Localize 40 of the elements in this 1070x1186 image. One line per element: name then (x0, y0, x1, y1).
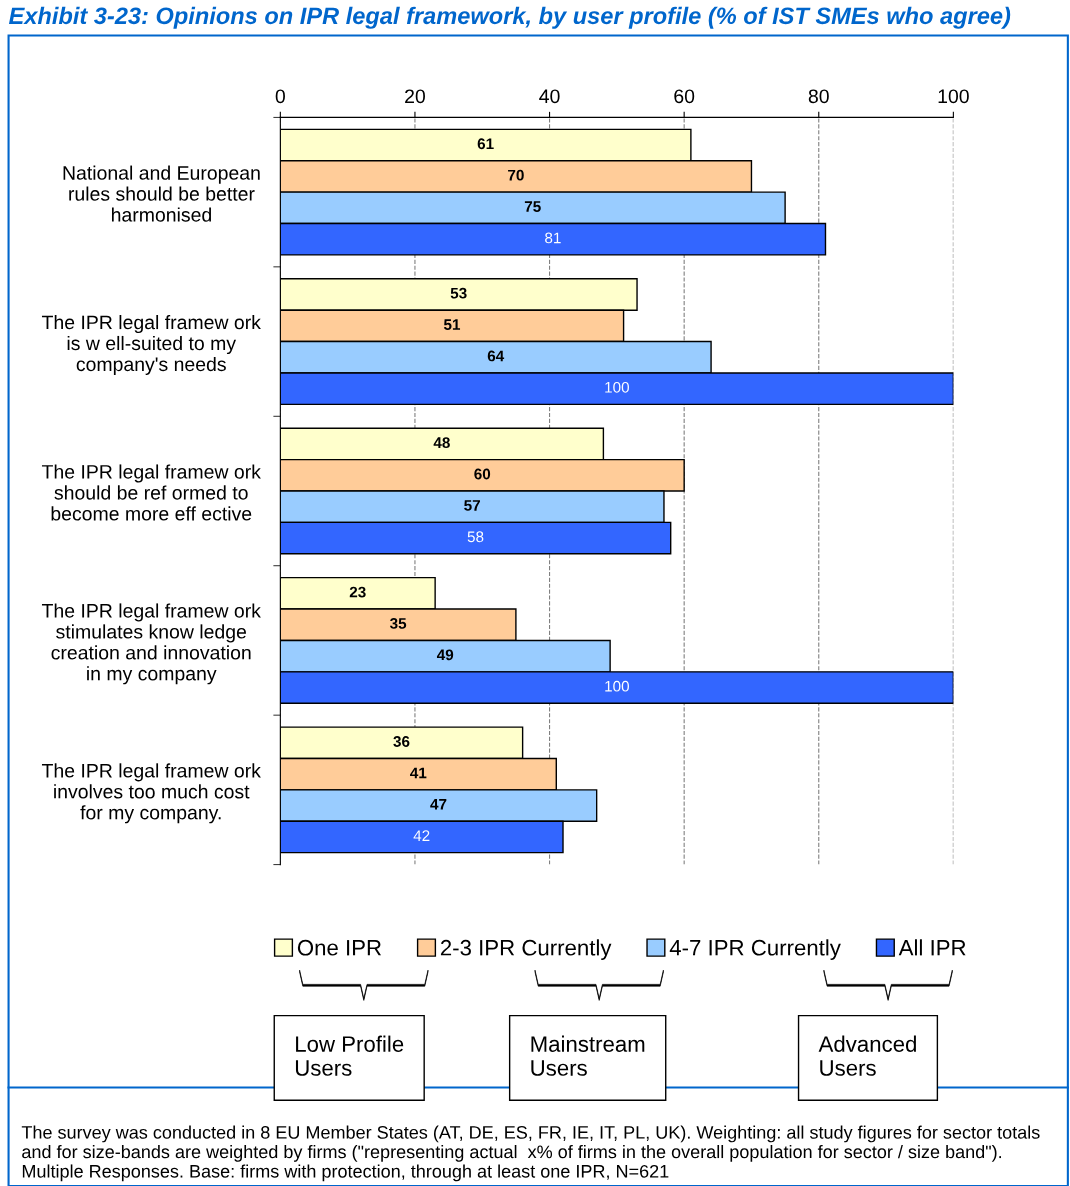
data-label: 51 (443, 319, 461, 330)
text: Low Profile Users (295, 1035, 404, 1076)
x-tick-label: 80 (808, 89, 829, 104)
data-label: 35 (389, 618, 407, 629)
legend-label: One IPR (297, 939, 382, 956)
data-label: 47 (430, 799, 447, 810)
data-label: 49 (436, 649, 454, 661)
data-label: 53 (450, 287, 467, 299)
legend-label: All IPR (898, 939, 966, 956)
text: Mainstream Users (531, 1035, 645, 1076)
text: The survey was conducted in 8 EU Member States (AT, DE, ES, FR, IE, IT, PL, UK). Weighting: all study figures for sector totals and for size-bands are weighted by firms ("representing actual x% of firms in the overall population for sector / size band"). Multiple Responses. Base: firms with protection, through at least one IPR, N=621 (21, 1125, 1040, 1182)
y-tick-label: National and European rules should be better harmonised (63, 165, 260, 222)
legend-label: 2-3 IPR Currently (440, 939, 612, 960)
data-label: 41 (410, 767, 427, 779)
x-tick-label: 100 (938, 89, 969, 104)
data-label: 23 (349, 586, 366, 598)
legend-label: 4-7 IPR Currently (669, 939, 841, 960)
data-label: 75 (524, 201, 541, 212)
data-label: 60 (474, 468, 491, 480)
x-tick-label: 60 (674, 89, 695, 104)
data-label: 48 (433, 437, 450, 449)
text: Advanced Users (818, 1035, 916, 1076)
y-tick-label: The IPR legal framew ork involves too much cost for my company. (41, 763, 261, 824)
x-tick-label: 20 (405, 89, 425, 104)
data-label: 81 (545, 232, 561, 244)
data-label: 100 (605, 381, 629, 393)
data-label: 58 (467, 531, 484, 543)
data-label: 36 (393, 736, 410, 747)
data-label: 61 (477, 138, 494, 150)
data-label: 42 (413, 830, 430, 841)
data-label: 64 (487, 350, 505, 362)
x-tick-label: 0 (275, 89, 285, 104)
data-label: 70 (508, 169, 524, 181)
y-tick-label: The IPR legal framew ork is w ell-suited to my company's needs (41, 314, 261, 375)
data-label: 57 (464, 500, 480, 511)
x-tick-label: 40 (539, 89, 560, 104)
y-tick-label: The IPR legal framew ork should be ref ormed to become more eff ective (41, 464, 261, 521)
data-label: 100 (605, 680, 629, 692)
chart-title: Exhibit 3-23: Opinions on IPR legal framework, by user profile (% of IST SMEs who agree) (8, 6, 1011, 29)
y-tick-label: The IPR legal framew ork stimulates know ledge creation and innovation in my company (41, 603, 261, 685)
